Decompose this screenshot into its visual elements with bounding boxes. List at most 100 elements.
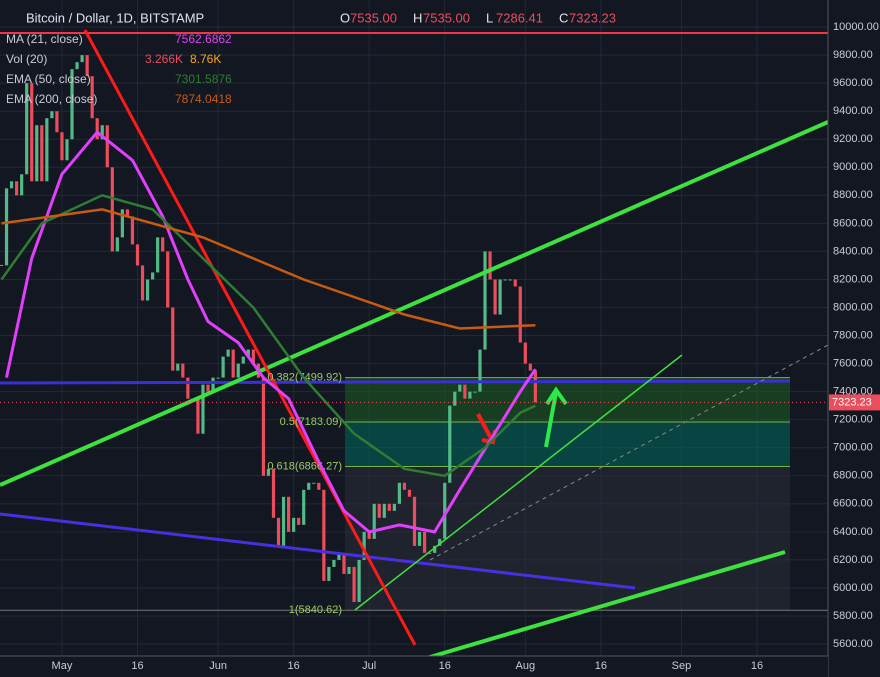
candle [463, 384, 467, 399]
candle [25, 83, 29, 175]
legend-name: Vol (20) [6, 52, 47, 66]
y-tick-label: 7600.00 [833, 358, 873, 370]
up-trend-line [419, 550, 786, 662]
candle [145, 279, 150, 301]
candle [211, 377, 215, 392]
candle [438, 538, 442, 546]
y-tick-label: 9600.00 [833, 77, 873, 89]
ohlc-key: H [413, 10, 422, 25]
candle [297, 517, 301, 525]
legend-value: 7301.5876 [175, 72, 232, 86]
down-trend-line [83, 29, 417, 646]
candle [80, 55, 84, 63]
legend-name: EMA (200, close) [6, 92, 97, 106]
candle [488, 251, 492, 280]
candle [221, 356, 225, 378]
y-tick-label: 10000.00 [833, 21, 879, 33]
candle [75, 62, 79, 70]
y-tick-label: 5800.00 [833, 610, 873, 622]
candle [196, 398, 200, 434]
legend-value: 7874.0418 [175, 92, 232, 106]
candle [45, 118, 49, 182]
y-tick-label: 7000.00 [833, 442, 873, 454]
candle [493, 279, 497, 315]
ohlc-value: 7535.00 [423, 10, 470, 25]
candle [85, 55, 89, 77]
candle [15, 181, 19, 196]
candle [332, 559, 336, 567]
x-tick-label: May [52, 660, 73, 672]
y-tick-label: 6000.00 [833, 582, 873, 594]
x-tick-label: 16 [751, 660, 763, 672]
y-tick-label: 6200.00 [833, 554, 873, 566]
candle [352, 566, 356, 602]
candle [397, 482, 401, 504]
legend-value: 3.266K [145, 52, 183, 66]
candle [171, 307, 175, 371]
candle [533, 370, 537, 403]
y-tick-label: 9400.00 [833, 105, 873, 117]
candle [271, 468, 276, 518]
legend-value: 7562.6862 [175, 32, 232, 46]
candle [276, 517, 281, 546]
candle [281, 496, 286, 546]
up-trend-line [0, 120, 829, 487]
indicator-line [0, 193, 536, 478]
x-tick-label: Jun [209, 660, 227, 672]
ohlc-value: 7535.00 [350, 10, 397, 25]
candle [468, 391, 472, 399]
candle [125, 209, 130, 217]
fib-zone [345, 377, 790, 423]
candle [60, 132, 64, 161]
candle [166, 251, 170, 308]
candle [241, 356, 245, 364]
y-tick-label: 8600.00 [833, 217, 873, 229]
candle [503, 279, 507, 281]
candle [342, 552, 346, 574]
candle [181, 363, 185, 378]
candle [382, 503, 386, 518]
candle [387, 503, 391, 511]
y-tick-label: 6800.00 [833, 470, 873, 482]
candle [392, 503, 396, 511]
candle [478, 349, 482, 392]
candle [377, 503, 381, 518]
candle [4, 188, 9, 266]
indicator-line [5, 130, 537, 534]
y-tick-label: 8200.00 [833, 273, 873, 285]
candle [513, 279, 517, 287]
candle [110, 167, 114, 252]
candle [402, 482, 407, 490]
x-tick-label: 16 [595, 660, 607, 672]
candle [236, 363, 240, 378]
ohlc-key: L [486, 10, 493, 25]
candle [9, 181, 14, 189]
candle [261, 377, 266, 476]
candle [433, 545, 437, 553]
candle [105, 125, 109, 168]
candle [458, 384, 462, 392]
candle [322, 489, 326, 581]
candle [176, 363, 180, 371]
candle [422, 531, 427, 553]
candle [483, 251, 487, 350]
ohlc-value: 7286.41 [496, 10, 543, 25]
x-tick-label: 16 [288, 660, 300, 672]
candle [407, 489, 412, 497]
x-tick-label: Sep [672, 660, 692, 672]
candle [206, 384, 210, 392]
legend-value: 8.76K [190, 52, 221, 66]
fib-label: 1(5840.62) [289, 604, 342, 616]
candle [428, 552, 432, 554]
price-axis [828, 0, 880, 677]
candle [266, 468, 271, 476]
candle [448, 405, 452, 483]
candle [70, 69, 74, 140]
y-tick-label: 8400.00 [833, 245, 873, 257]
candle [130, 216, 135, 245]
candle [35, 125, 39, 182]
candle [302, 489, 306, 525]
y-tick-label: 9000.00 [833, 161, 873, 173]
x-tick-label: Aug [516, 660, 536, 672]
